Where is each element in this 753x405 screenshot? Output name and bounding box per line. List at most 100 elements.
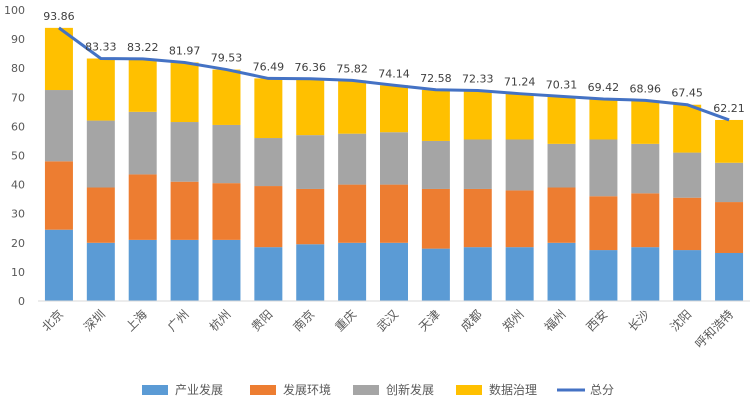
bar-segment xyxy=(212,69,241,125)
bar-segment xyxy=(44,229,73,301)
bar-segment xyxy=(673,104,702,153)
y-tick-label: 10 xyxy=(11,266,25,279)
total-data-label: 72.33 xyxy=(462,73,494,86)
total-data-label: 74.14 xyxy=(378,67,410,80)
bar-segment xyxy=(128,58,157,112)
legend-swatch xyxy=(250,385,276,395)
bar-segment xyxy=(296,188,325,245)
legend-item: 总分 xyxy=(557,383,614,397)
x-tick-label: 上海 xyxy=(122,307,150,335)
bar-segment xyxy=(631,193,660,248)
legend: 产业发展 发展环境 创新发展 数据治理 总分 xyxy=(142,382,614,397)
bar-segment xyxy=(296,78,325,136)
bar-segment xyxy=(212,124,241,184)
legend-swatch xyxy=(353,385,379,395)
bar-segment xyxy=(170,122,199,182)
total-data-label: 83.22 xyxy=(127,41,159,54)
y-tick-label: 70 xyxy=(11,91,25,104)
legend-swatch xyxy=(142,385,168,395)
bar-segment xyxy=(421,89,450,141)
y-tick-label: 20 xyxy=(11,237,25,250)
bar-segment xyxy=(380,184,408,243)
bar-segment xyxy=(128,174,157,240)
x-tick-label: 北京 xyxy=(39,307,66,334)
bar-segment xyxy=(547,242,576,301)
x-tick-label: 南京 xyxy=(290,307,318,335)
bar-segment xyxy=(170,62,199,123)
total-data-label: 68.96 xyxy=(630,82,662,95)
bar-segment xyxy=(128,111,157,175)
x-tick-label: 沈阳 xyxy=(667,307,695,335)
bar-segment xyxy=(86,242,115,301)
bar-segment xyxy=(86,187,115,243)
total-data-label: 93.86 xyxy=(43,10,75,23)
bar-segment xyxy=(673,250,702,301)
legend-label: 产业发展 xyxy=(175,382,223,397)
y-tick-label: 90 xyxy=(11,33,25,46)
x-tick-label: 天津 xyxy=(416,307,443,334)
x-tick-label: 武汉 xyxy=(374,307,401,334)
bar-segment xyxy=(338,242,367,301)
bar-segment xyxy=(170,239,199,301)
bars-layer xyxy=(44,27,744,301)
bar-segment xyxy=(421,188,450,249)
bar-segment xyxy=(380,242,408,301)
x-tick-label: 呼和浩特 xyxy=(692,307,737,352)
legend-label: 数据治理 xyxy=(489,382,537,397)
bar-segment xyxy=(589,250,618,301)
x-tick-label: 杭州 xyxy=(206,307,234,335)
bar-segment xyxy=(338,184,367,243)
bar-segment xyxy=(631,247,660,301)
bar-segment xyxy=(44,27,73,91)
legend-label: 总分 xyxy=(590,383,614,397)
bar-segment xyxy=(212,183,241,240)
bar-segment xyxy=(463,188,492,248)
total-data-label: 71.24 xyxy=(504,76,536,89)
bar-segment xyxy=(44,90,73,162)
bar-segment xyxy=(631,100,660,144)
total-data-label: 70.31 xyxy=(546,78,578,91)
bar-segment xyxy=(296,135,325,189)
x-tick-label: 重庆 xyxy=(332,307,359,334)
x-tick-label: 深圳 xyxy=(81,307,108,334)
bar-segment xyxy=(86,120,115,188)
bar-segment xyxy=(338,133,367,185)
total-series-line xyxy=(58,26,730,122)
x-tick-label: 长沙 xyxy=(626,307,653,334)
bar-segment xyxy=(589,139,618,197)
bar-segment xyxy=(505,93,534,140)
x-tick-label: 成都 xyxy=(458,307,485,334)
y-tick-label: 100 xyxy=(4,4,25,17)
total-data-label: 83.33 xyxy=(85,41,117,54)
bar-segment xyxy=(254,186,283,248)
bar-segment xyxy=(715,119,744,163)
bar-segment xyxy=(86,58,115,121)
x-tick-label: 福州 xyxy=(541,307,569,335)
bar-segment xyxy=(254,78,283,139)
y-tick-label: 0 xyxy=(18,295,25,308)
legend-label: 创新发展 xyxy=(386,382,434,397)
bar-segment xyxy=(421,248,450,301)
total-data-label: 76.36 xyxy=(294,61,326,74)
y-tick-label: 30 xyxy=(11,208,25,221)
total-data-label: 81.97 xyxy=(169,44,201,57)
x-tick-label: 郑州 xyxy=(499,307,527,335)
bar-segment xyxy=(715,202,744,253)
bar-segment xyxy=(589,196,618,251)
bar-segment xyxy=(547,96,576,144)
legend-label: 发展环境 xyxy=(283,382,331,397)
total-data-label: 75.82 xyxy=(336,62,368,75)
bar-segment xyxy=(589,98,618,140)
bar-segment xyxy=(715,162,744,203)
bar-segment xyxy=(338,80,367,134)
bar-segment xyxy=(631,143,660,194)
x-tick-label: 广州 xyxy=(165,307,192,334)
bar-segment xyxy=(170,181,199,240)
bar-segment xyxy=(421,140,450,189)
bar-segment xyxy=(380,85,408,133)
y-tick-label: 50 xyxy=(11,150,25,163)
bar-segment xyxy=(505,247,534,301)
legend-swatch xyxy=(456,385,482,395)
bar-segment xyxy=(463,139,492,189)
